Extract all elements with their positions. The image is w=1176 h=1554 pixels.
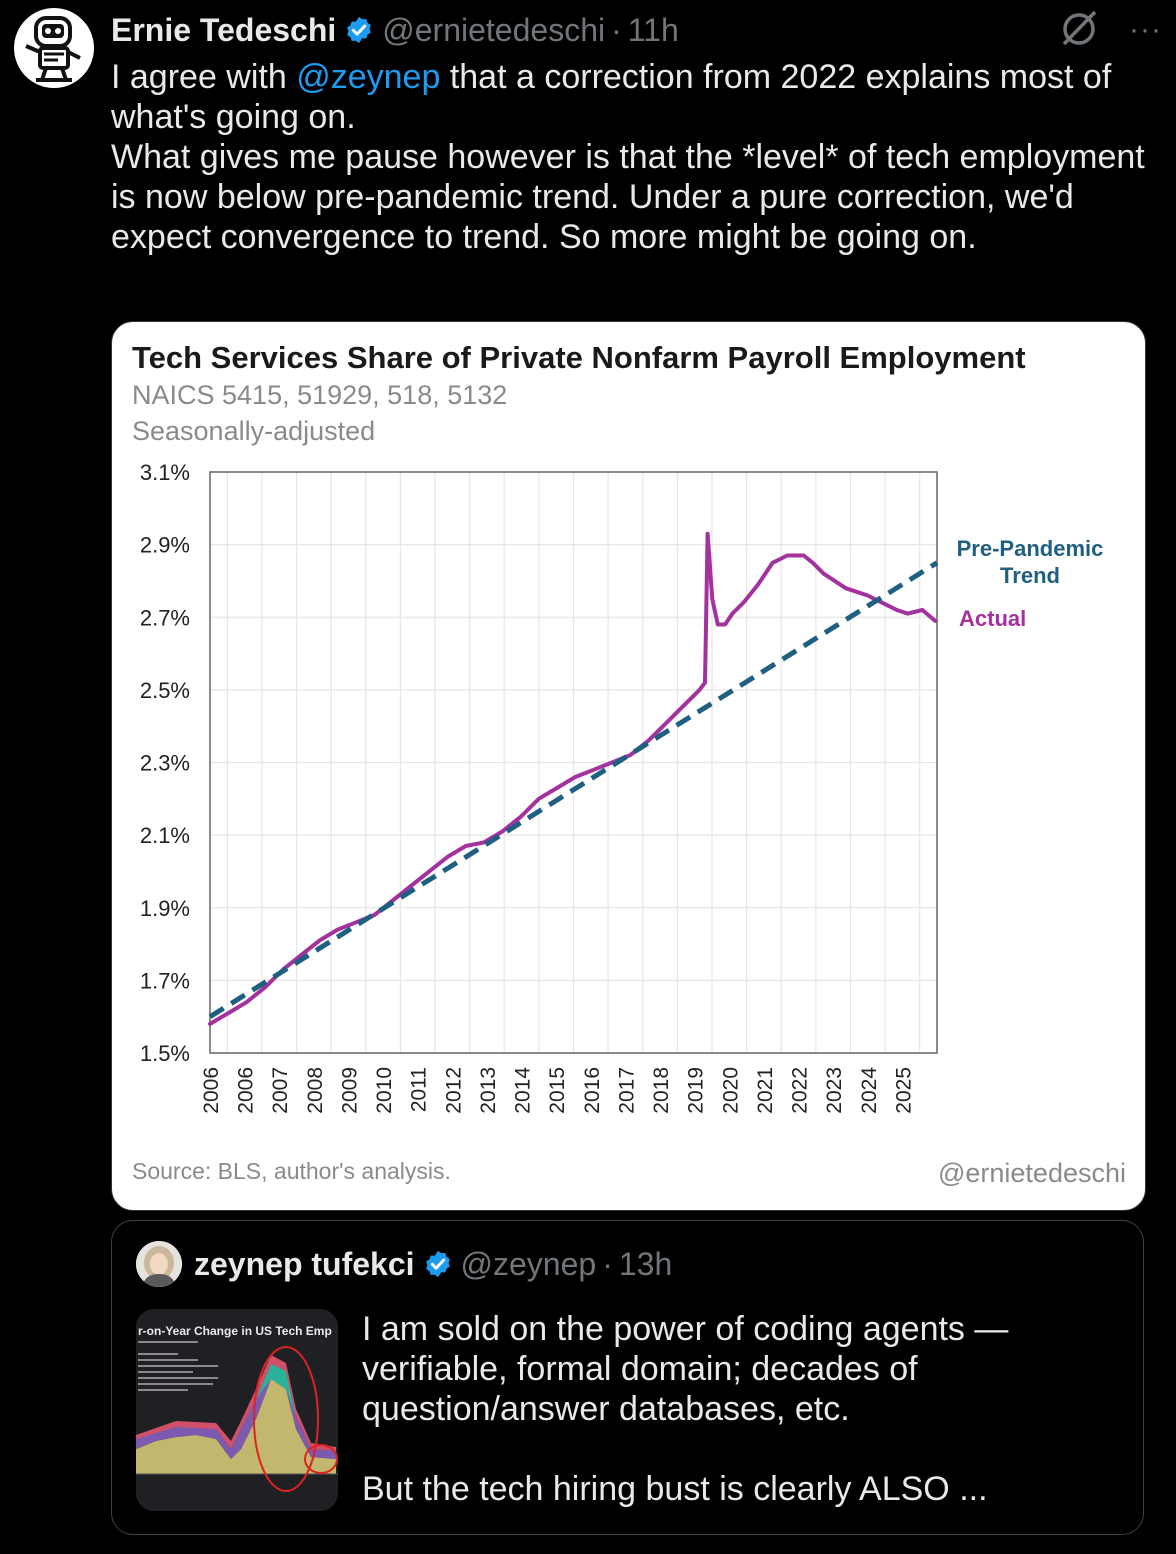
chart-grid: [210, 471, 937, 1054]
chart-credit: @ernietedeschi: [938, 1158, 1126, 1188]
chart-image[interactable]: Tech Services Share of Private Nonfarm P…: [111, 321, 1146, 1211]
tweet-header: Ernie Tedeschi @ernietedeschi · 11h: [111, 8, 1156, 52]
y-tick-label: 2.1%: [140, 823, 190, 848]
quote-author-avatar[interactable]: [136, 1241, 182, 1287]
y-tick-label: 1.9%: [140, 896, 190, 921]
x-tick-label: 2009: [338, 1067, 361, 1114]
x-tick-label: 2011: [408, 1067, 431, 1112]
quote-text: I am sold on the power of coding agents …: [362, 1309, 1132, 1509]
x-tick-label: 2010: [373, 1067, 396, 1114]
x-tick-label: 2008: [304, 1067, 327, 1114]
x-tick-label: 2014: [512, 1067, 535, 1114]
tweet-paragraph-1: I agree with @zeynep that a correction f…: [111, 57, 1161, 137]
x-tick-label: 2025: [892, 1067, 915, 1114]
robot-avatar-icon: [25, 16, 81, 82]
quote-author-name[interactable]: zeynep tufekci: [194, 1245, 415, 1282]
grok-icon[interactable]: [1057, 8, 1101, 53]
x-tick-label: 2023: [823, 1067, 846, 1114]
quote-thumbnail[interactable]: r-on-Year Change in US Tech Emp: [136, 1309, 338, 1511]
tweet-text: I agree with @zeynep that a correction f…: [111, 57, 1161, 257]
chart-subtitle-2: Seasonally-adjusted: [132, 416, 375, 446]
x-tick-label: 2016: [581, 1067, 604, 1114]
chart-series: [208, 531, 939, 1026]
x-tick-label: 2024: [858, 1067, 881, 1114]
more-options-icon[interactable]: ···: [1129, 13, 1162, 46]
y-axis-ticks: 3.1% 2.9% 2.7% 2.5% 2.3% 2.1% 1.9% 1.7% 1.5%: [140, 460, 190, 1066]
separator-dot: ·: [602, 1245, 613, 1282]
actual-label: Actual: [959, 606, 1026, 631]
x-axis-ticks: 2006 2006 2007 2008 2009 2010 2011 2012 2013 2014…: [200, 1067, 915, 1114]
tweet-timestamp[interactable]: 11h: [627, 11, 679, 48]
y-tick-label: 2.3%: [140, 751, 190, 776]
thumbnail-legend: [138, 1341, 218, 1391]
y-tick-label: 2.7%: [140, 605, 190, 630]
x-tick-label: 2022: [789, 1067, 812, 1114]
y-tick-label: 2.5%: [140, 678, 190, 703]
x-tick-label: 2013: [477, 1067, 500, 1114]
quote-header: zeynep tufekci @zeynep · 13h: [136, 1241, 672, 1287]
x-tick-label: 2019: [685, 1067, 708, 1114]
quoted-tweet[interactable]: zeynep tufekci @zeynep · 13h r-on-Year C…: [111, 1220, 1144, 1535]
person-avatar-icon: [136, 1241, 182, 1287]
x-tick-label: 2015: [546, 1067, 569, 1114]
quote-author-handle[interactable]: @zeynep: [460, 1245, 597, 1282]
chart-subtitle-1: NAICS 5415, 51929, 518, 5132: [132, 380, 507, 410]
x-tick-label: 2020: [719, 1067, 742, 1114]
x-tick-label: 2006: [200, 1067, 223, 1114]
trend-label-line-1: Pre-Pandemic: [957, 536, 1104, 561]
x-tick-label: 2021: [754, 1067, 777, 1114]
quote-paragraph-1: I am sold on the power of coding agents …: [362, 1310, 1009, 1428]
tweet-paragraph-2: What gives me pause however is that the …: [111, 138, 1145, 256]
x-tick-label: 2006: [235, 1067, 258, 1114]
y-tick-label: 1.5%: [140, 1041, 190, 1066]
y-tick-label: 2.9%: [140, 533, 190, 558]
series-line-trend: [208, 560, 939, 1019]
header-actions: ···: [1057, 8, 1162, 52]
separator-dot: ·: [611, 11, 622, 48]
plot-frame: [209, 471, 938, 1054]
tweet-text-part: that a correction from 2022 explains mos…: [111, 58, 1112, 136]
stacked-area-chart-thumbnail: r-on-Year Change in US Tech Emp: [136, 1309, 338, 1511]
tweet-text-part: I agree with: [111, 58, 297, 96]
x-tick-label: 2018: [650, 1067, 673, 1114]
author-name[interactable]: Ernie Tedeschi: [111, 11, 337, 48]
verified-badge-icon: [344, 15, 374, 45]
author-handle[interactable]: @ernietedeschi: [382, 11, 606, 48]
mention-link[interactable]: @zeynep: [296, 58, 441, 96]
y-tick-label: 3.1%: [140, 460, 190, 485]
chart-title: Tech Services Share of Private Nonfarm P…: [132, 340, 1026, 375]
quote-timestamp[interactable]: 13h: [618, 1245, 673, 1282]
x-tick-label: 2017: [615, 1067, 638, 1114]
thumbnail-title: r-on-Year Change in US Tech Emp: [138, 1324, 332, 1338]
author-avatar[interactable]: [14, 8, 94, 88]
chart-source: Source: BLS, author's analysis.: [132, 1158, 451, 1184]
quote-paragraph-2: But the tech hiring bust is clearly ALSO…: [362, 1470, 988, 1508]
x-tick-label: 2007: [269, 1067, 292, 1114]
verified-badge-icon: [423, 1249, 453, 1279]
trend-label-line-2: Trend: [1000, 563, 1060, 588]
y-tick-label: 1.7%: [140, 968, 190, 993]
x-tick-label: 2012: [442, 1067, 465, 1114]
line-chart: Tech Services Share of Private Nonfarm P…: [132, 340, 1126, 1188]
